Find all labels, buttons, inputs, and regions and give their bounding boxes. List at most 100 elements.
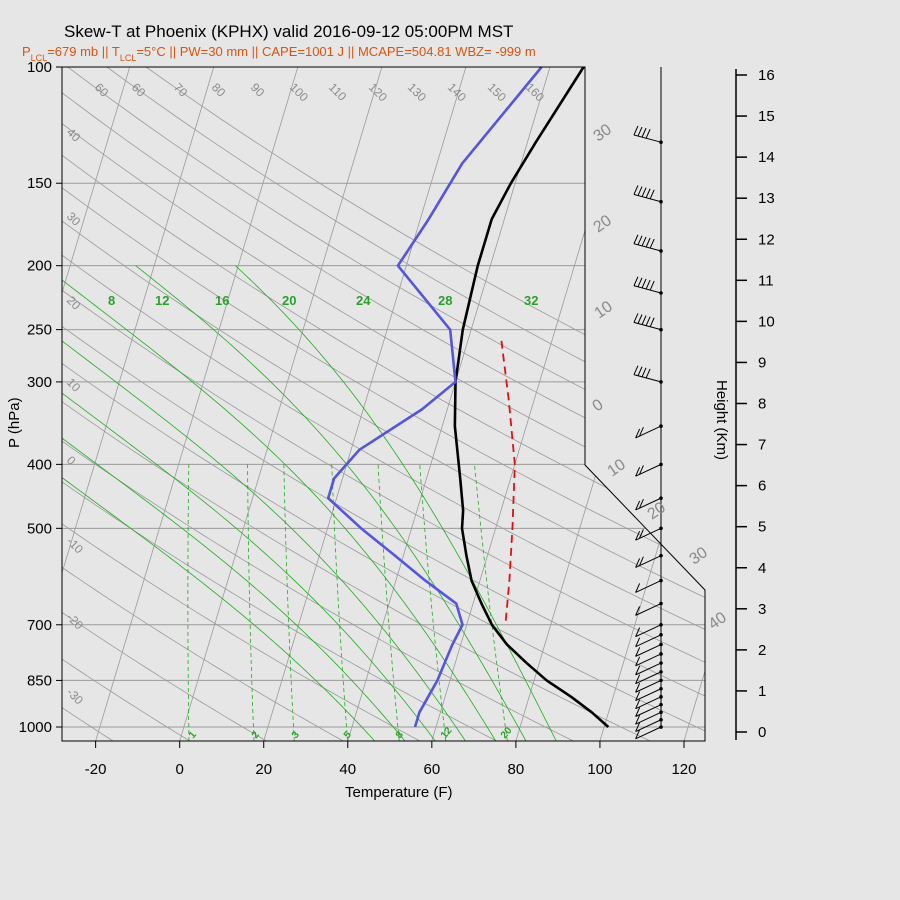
dry-adiabat	[62, 67, 344, 741]
wind-barb	[635, 671, 662, 685]
wind-barb	[635, 634, 662, 648]
wind-barb	[635, 624, 662, 638]
isotherm-line	[62, 67, 215, 741]
wind-flag	[635, 683, 641, 693]
p-tick-label: 700	[27, 617, 52, 634]
isotherm-label: 30	[591, 121, 615, 145]
mixing-ratio-label: 2	[250, 729, 262, 741]
wind-flag	[649, 238, 655, 249]
dry-adiabat	[62, 67, 421, 741]
dry-adiabat	[62, 67, 705, 741]
wind-flag	[635, 530, 641, 541]
mixing-ratio-line	[331, 464, 348, 741]
p-tick-label: 200	[27, 258, 52, 275]
wind-barbs	[633, 67, 663, 740]
wind-flag	[645, 279, 651, 290]
wind-flag	[635, 707, 641, 717]
height-tick-label: 8	[758, 396, 766, 413]
wind-flag	[635, 665, 641, 676]
wind-flag	[635, 558, 641, 568]
wind-barb	[635, 688, 662, 702]
temperature-line	[453, 66, 610, 728]
plot-area	[62, 67, 705, 741]
wind-flag	[635, 637, 641, 647]
wind-barb	[635, 679, 662, 693]
isotherm-label: 40	[706, 609, 730, 633]
wind-flag	[635, 583, 641, 593]
wind-flag	[633, 276, 639, 286]
dry-adiabat	[62, 67, 705, 741]
wind-flag	[645, 368, 651, 379]
height-tick-label: 13	[758, 190, 775, 207]
height-tick-label: 14	[758, 149, 775, 166]
wind-flag	[645, 316, 651, 326]
dry-adiabat	[62, 67, 574, 741]
height-tick-label: 12	[758, 231, 775, 248]
wind-barb	[635, 653, 662, 667]
chart-title: Skew-T at Phoenix (KPHX) valid 2016-09-1…	[64, 22, 513, 41]
p-tick-label: 250	[27, 322, 52, 339]
wind-barb	[635, 696, 662, 710]
wind-flag	[641, 127, 647, 138]
x-tick-label: 80	[508, 761, 525, 778]
moist-adiabat	[62, 265, 497, 741]
wind-flag	[637, 366, 643, 376]
dry-adiabat	[62, 67, 705, 741]
wind-flag	[649, 280, 655, 291]
moist-adiabat-label: 28	[438, 293, 452, 308]
wind-flag	[649, 317, 655, 327]
wind-barb	[635, 662, 662, 676]
wind-flag	[635, 627, 641, 637]
wind-barb	[635, 580, 662, 593]
wind-flag	[635, 691, 641, 701]
height-tick-label: 6	[758, 478, 766, 495]
wind-flag	[633, 185, 639, 195]
wind-barb	[635, 644, 662, 657]
p-tick-label: 300	[27, 374, 52, 391]
y-axis-label: P (hPa)	[6, 397, 23, 448]
wind-barb	[635, 603, 662, 616]
isotherm-line	[179, 67, 383, 741]
p-tick-label: 500	[27, 520, 52, 537]
wind-flag	[635, 428, 641, 439]
wind-flag	[635, 722, 641, 732]
dry-adiabat	[106, 67, 705, 741]
wind-flag	[633, 125, 639, 136]
wind-flag	[645, 237, 651, 248]
dry-adiabat	[62, 67, 190, 741]
dewpoint-line	[326, 66, 543, 728]
wind-flag	[637, 235, 643, 246]
isotherm-line	[263, 67, 467, 741]
profile-lines	[326, 66, 610, 728]
y2-axis-label: Height (Km)	[713, 380, 730, 460]
p-tick-label: 150	[27, 175, 52, 192]
height-tick-label: 0	[758, 724, 766, 741]
x-tick-label: 60	[423, 761, 440, 778]
dry-adiabat	[62, 67, 705, 741]
wind-flag	[637, 277, 643, 288]
dry-adiabat	[67, 67, 705, 741]
isotherm-label: 20	[591, 212, 615, 236]
height-tick-label: 10	[758, 313, 775, 330]
parcel-line	[500, 340, 516, 621]
wind-barb	[635, 719, 662, 733]
moist-adiabat-label: 20	[282, 293, 296, 308]
mixing-ratio-label: 8	[394, 729, 406, 741]
wind-flag	[635, 647, 641, 657]
wind-flag	[645, 188, 651, 198]
wind-flag	[635, 500, 641, 511]
mixing-ratio-line	[247, 464, 255, 741]
moist-adiabat	[135, 265, 527, 741]
height-tick-label: 9	[758, 354, 766, 371]
clipped-grid	[62, 67, 705, 741]
wind-flag	[638, 498, 644, 509]
mixing-ratio-line	[187, 464, 190, 741]
dry-adiabat	[62, 67, 705, 741]
isotherm-label: 0	[590, 396, 607, 415]
plot-background	[62, 67, 705, 741]
wind-flag	[637, 314, 643, 324]
height-tick-label: 15	[758, 108, 775, 125]
dry-adiabat	[62, 67, 705, 741]
height-tick-label: 5	[758, 519, 766, 536]
